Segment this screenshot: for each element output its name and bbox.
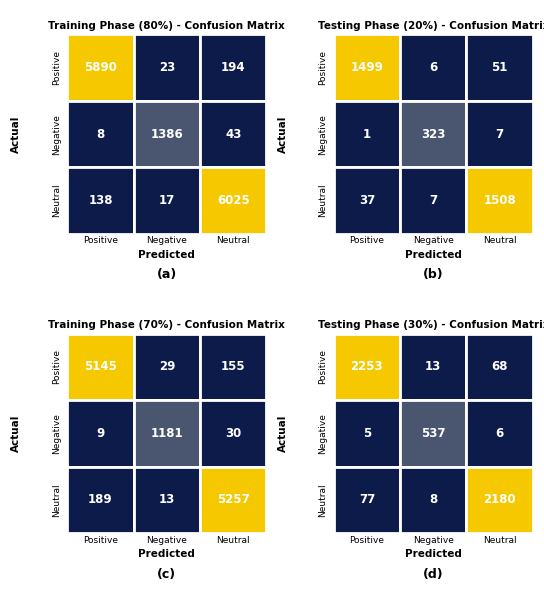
Text: 8: 8 — [96, 128, 104, 140]
X-axis label: Predicted: Predicted — [405, 250, 462, 260]
Text: 6: 6 — [429, 61, 437, 74]
Bar — [467, 467, 533, 533]
Text: 537: 537 — [421, 427, 446, 440]
Text: 77: 77 — [359, 493, 375, 506]
Bar — [200, 101, 267, 167]
Text: 1: 1 — [363, 128, 371, 140]
Bar — [67, 400, 134, 467]
Bar — [400, 334, 467, 400]
Text: 155: 155 — [221, 361, 245, 373]
Bar — [67, 167, 134, 233]
Bar — [333, 400, 400, 467]
Bar — [400, 400, 467, 467]
Text: (c): (c) — [157, 568, 176, 581]
Text: 194: 194 — [221, 61, 245, 74]
Text: 5257: 5257 — [217, 493, 250, 506]
Text: (d): (d) — [423, 568, 443, 581]
X-axis label: Predicted: Predicted — [138, 549, 195, 559]
Title: Training Phase (80%) - Confusion Matrix: Training Phase (80%) - Confusion Matrix — [48, 21, 285, 31]
Bar — [134, 334, 200, 400]
Text: 5145: 5145 — [84, 361, 117, 373]
Bar — [333, 101, 400, 167]
Text: 1386: 1386 — [151, 128, 183, 140]
Text: 13: 13 — [159, 493, 175, 506]
Bar — [134, 167, 200, 233]
X-axis label: Predicted: Predicted — [138, 250, 195, 260]
Bar — [333, 167, 400, 233]
Text: 1508: 1508 — [483, 194, 516, 207]
Text: (a): (a) — [157, 268, 177, 281]
Text: 7: 7 — [496, 128, 504, 140]
Bar — [400, 101, 467, 167]
Text: 17: 17 — [159, 194, 175, 207]
Text: 2180: 2180 — [484, 493, 516, 506]
Text: 189: 189 — [88, 493, 113, 506]
Bar — [200, 167, 267, 233]
Bar — [67, 34, 134, 101]
Text: 37: 37 — [359, 194, 375, 207]
Text: 13: 13 — [425, 361, 441, 373]
Y-axis label: Actual: Actual — [11, 115, 21, 153]
Bar — [467, 34, 533, 101]
Bar — [200, 400, 267, 467]
Bar — [200, 34, 267, 101]
Title: Testing Phase (30%) - Confusion Matrix: Testing Phase (30%) - Confusion Matrix — [318, 320, 544, 330]
Bar — [400, 167, 467, 233]
Text: 43: 43 — [225, 128, 242, 140]
X-axis label: Predicted: Predicted — [405, 549, 462, 559]
Text: 29: 29 — [159, 361, 175, 373]
Bar — [200, 334, 267, 400]
Text: 68: 68 — [491, 361, 508, 373]
Bar — [134, 34, 200, 101]
Y-axis label: Actual: Actual — [11, 415, 21, 452]
Text: 8: 8 — [429, 493, 437, 506]
Bar — [134, 101, 200, 167]
Text: (b): (b) — [423, 268, 443, 281]
Bar — [467, 167, 533, 233]
Text: 5890: 5890 — [84, 61, 117, 74]
Text: 23: 23 — [159, 61, 175, 74]
Text: 9: 9 — [96, 427, 104, 440]
Bar — [467, 400, 533, 467]
Text: 7: 7 — [429, 194, 437, 207]
Y-axis label: Actual: Actual — [277, 415, 288, 452]
Bar — [200, 467, 267, 533]
Bar — [400, 467, 467, 533]
Text: 1181: 1181 — [151, 427, 183, 440]
Bar — [333, 34, 400, 101]
Title: Training Phase (70%) - Confusion Matrix: Training Phase (70%) - Confusion Matrix — [48, 320, 285, 330]
Bar — [134, 467, 200, 533]
Y-axis label: Actual: Actual — [277, 115, 288, 153]
Bar — [400, 34, 467, 101]
Text: 5: 5 — [363, 427, 371, 440]
Bar — [467, 101, 533, 167]
Text: 51: 51 — [492, 61, 508, 74]
Bar — [333, 334, 400, 400]
Title: Testing Phase (20%) - Confusion Matrix: Testing Phase (20%) - Confusion Matrix — [318, 21, 544, 31]
Bar — [333, 467, 400, 533]
Text: 30: 30 — [225, 427, 242, 440]
Text: 323: 323 — [421, 128, 446, 140]
Bar — [67, 467, 134, 533]
Text: 6025: 6025 — [217, 194, 250, 207]
Text: 2253: 2253 — [350, 361, 383, 373]
Text: 1499: 1499 — [350, 61, 384, 74]
Text: 6: 6 — [496, 427, 504, 440]
Bar — [67, 334, 134, 400]
Text: 138: 138 — [88, 194, 113, 207]
Bar — [134, 400, 200, 467]
Bar — [467, 334, 533, 400]
Bar — [67, 101, 134, 167]
